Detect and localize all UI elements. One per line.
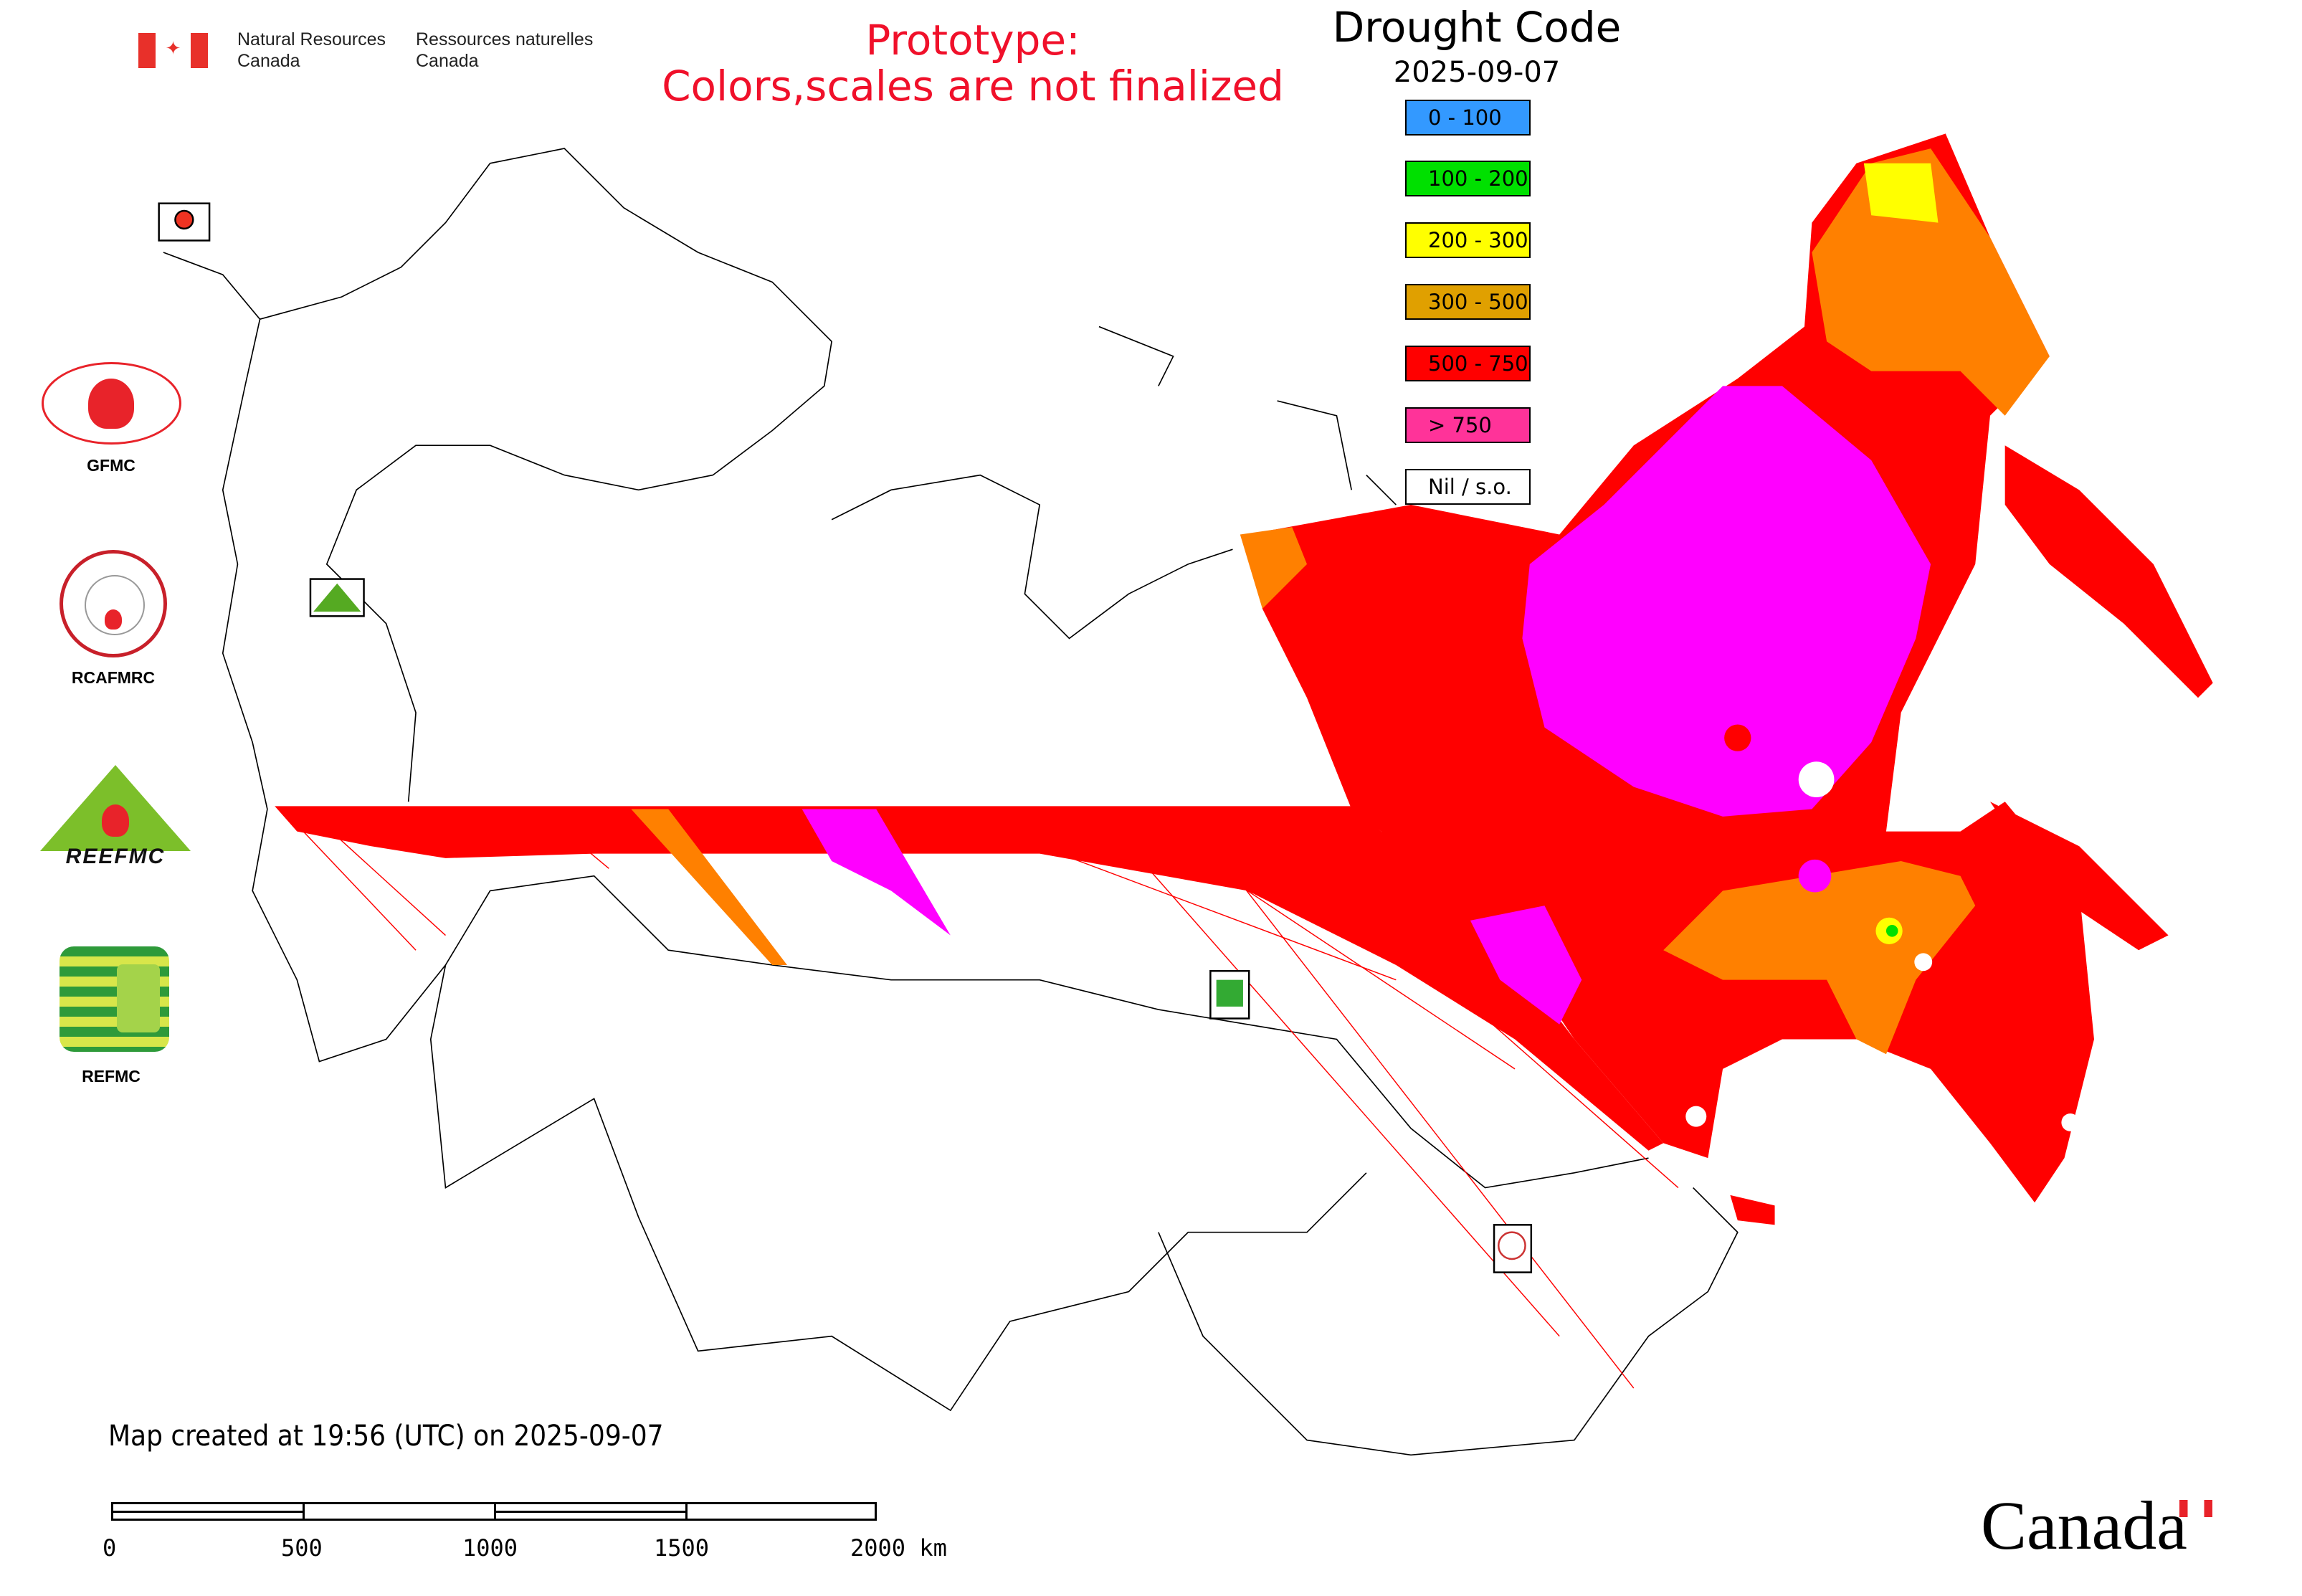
prototype-notice-line2: Colors,scales are not finalized xyxy=(662,62,1284,110)
canada-flag-icon: ✦ xyxy=(138,33,208,68)
refmc-label: REFMC xyxy=(82,1067,141,1086)
org-en-line1: Natural Resources xyxy=(237,29,386,49)
scale-label-2000-km: 2000 km xyxy=(850,1534,947,1562)
scale-label-0: 0 xyxy=(103,1534,117,1562)
reefmc-label: REEFMC xyxy=(65,845,166,868)
refmc-logo xyxy=(60,946,169,1052)
rcafmrc-logo xyxy=(60,550,167,657)
legend-item-gt-750: > 750 xyxy=(1405,407,1531,443)
scale-label-500: 500 xyxy=(281,1534,323,1562)
region-500-750-band xyxy=(275,806,1664,1151)
legend-item-nil: Nil / s.o. xyxy=(1405,469,1531,505)
legend-item-300-500: 300 - 500 xyxy=(1405,284,1531,320)
scale-label-1500: 1500 xyxy=(654,1534,710,1562)
region-300-500-west xyxy=(1240,527,1308,609)
org-fr-line2: Canada xyxy=(416,51,479,71)
region-gt-750-south xyxy=(1470,906,1582,1025)
reefmc-logo: REEFMC xyxy=(40,765,191,868)
prototype-notice-line1: Prototype: xyxy=(865,16,1080,65)
nrcan-french-name: Ressources naturelles Canada xyxy=(416,29,593,72)
legend-title: Drought Code xyxy=(1332,3,1622,52)
map-created-timestamp: Map created at 19:56 (UTC) on 2025-09-07 xyxy=(108,1420,664,1453)
centre-markers xyxy=(158,202,1533,1273)
org-fr-line1: Ressources naturelles xyxy=(416,29,594,49)
drought-regions xyxy=(275,133,2213,1389)
legend-item-0-100: 0 - 100 xyxy=(1405,100,1531,136)
scale-label-1000: 1000 xyxy=(462,1534,518,1562)
region-gt-750-band xyxy=(802,809,951,936)
rcafmrc-label: RCAFMRC xyxy=(71,668,156,687)
region-500-750-south xyxy=(1730,1194,1775,1225)
nrcan-english-name: Natural Resources Canada xyxy=(237,29,386,72)
org-en-line2: Canada xyxy=(237,51,300,71)
band-streaks xyxy=(282,809,1679,1389)
gfmc-label: GFMC xyxy=(87,456,135,475)
region-500-750-east xyxy=(1989,802,2169,951)
region-gt-750-main xyxy=(1522,386,1931,817)
legend-item-100-200: 100 - 200 xyxy=(1405,161,1531,196)
canada-wordmark: Canada xyxy=(1981,1487,2187,1564)
region-200-300-north xyxy=(1863,163,1939,223)
legend-item-500-750: 500 - 750 xyxy=(1405,346,1531,381)
wordmark-flag-icon xyxy=(2179,1500,2212,1517)
region-300-500-south xyxy=(1663,861,1976,1055)
region-300-500-band xyxy=(631,809,787,965)
gfmc-logo xyxy=(42,362,181,445)
legend-item-200-300: 200 - 300 xyxy=(1405,222,1531,258)
region-500-750-kamchatka xyxy=(2004,445,2213,698)
scale-bar xyxy=(111,1502,877,1521)
legend-date: 2025-09-07 xyxy=(1393,56,1561,89)
